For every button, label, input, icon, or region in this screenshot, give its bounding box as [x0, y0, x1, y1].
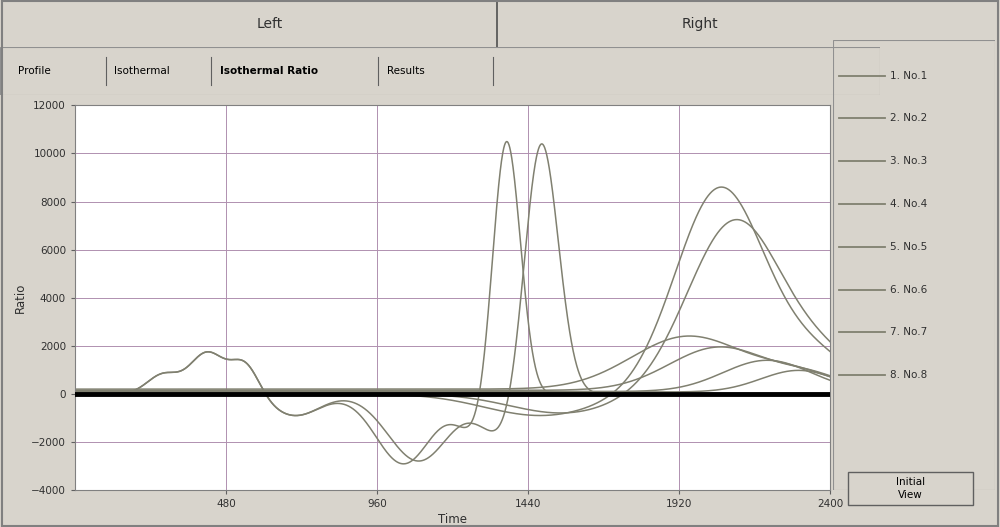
Text: Isothermal: Isothermal — [114, 66, 170, 76]
Text: 5. No.5: 5. No.5 — [890, 242, 927, 252]
Text: 1. No.1: 1. No.1 — [890, 71, 927, 81]
Text: Initial
View: Initial View — [896, 477, 925, 501]
Text: Results: Results — [387, 66, 425, 76]
Text: Right: Right — [682, 17, 718, 31]
Text: Left: Left — [257, 17, 283, 31]
Text: 3. No.3: 3. No.3 — [890, 156, 927, 166]
Text: 4. No.4: 4. No.4 — [890, 199, 927, 209]
Text: 7. No.7: 7. No.7 — [890, 327, 927, 337]
Text: 2. No.2: 2. No.2 — [890, 113, 927, 123]
X-axis label: Time: Time — [438, 513, 467, 526]
Y-axis label: Ratio: Ratio — [14, 282, 27, 313]
Text: 6. No.6: 6. No.6 — [890, 285, 927, 295]
Text: 8. No.8: 8. No.8 — [890, 370, 927, 380]
Bar — [848, 472, 973, 505]
Text: Profile: Profile — [18, 66, 50, 76]
Text: Isothermal Ratio: Isothermal Ratio — [220, 66, 318, 76]
